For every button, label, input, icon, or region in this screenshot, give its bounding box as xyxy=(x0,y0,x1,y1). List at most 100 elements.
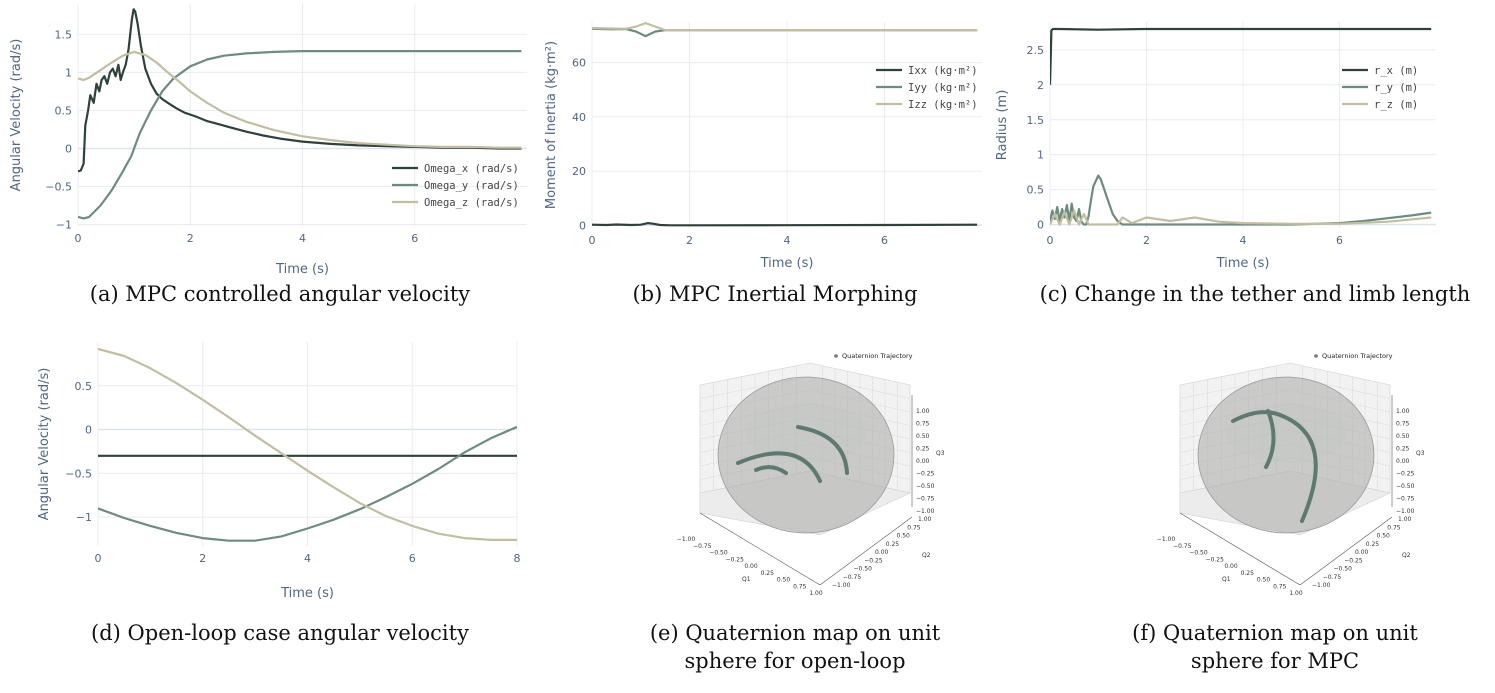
q1-tick-label: 0.00 xyxy=(744,563,758,570)
series-line-y xyxy=(1050,174,1432,226)
series-line-y xyxy=(78,49,522,220)
x-tick-label: 4 xyxy=(784,234,791,247)
y-axis-title: Angular Velocity (rad/s) xyxy=(9,39,24,192)
q3-tick-label: 0.50 xyxy=(1396,433,1410,440)
caption-c: (c) Change in the tether and limb length xyxy=(1039,282,1471,306)
quaternion-trajectory xyxy=(1231,410,1282,423)
panel-d: −1 −0.5 0 0.5 0 2 4 6 8 Time (s) Angular Velocity … xyxy=(0,320,540,610)
y-tick-label: 1.5 xyxy=(1027,114,1045,127)
y-tick-label: 0.5 xyxy=(1027,184,1045,197)
y-tick-label: 1 xyxy=(1037,149,1044,162)
q1-tick-label: −0.75 xyxy=(693,543,712,550)
panel-b: 0 20 40 60 0 2 4 6 Time (s) Moment of Inertia (kg… xyxy=(540,0,990,285)
q2-tick-label: 0.25 xyxy=(886,541,900,548)
q3-tick-label: 0.25 xyxy=(916,446,930,453)
x-tick-label: 6 xyxy=(411,232,418,245)
q1-axis-title: Q1 xyxy=(1222,576,1231,583)
legend-label: Quaternion Trajectory xyxy=(1322,352,1393,360)
x-tick-label: 6 xyxy=(409,552,416,565)
y-tick-label: 60 xyxy=(572,57,586,70)
q3-tick-label: −0.50 xyxy=(916,483,935,490)
q1-tick-label: −1.00 xyxy=(677,536,696,543)
q2-tick-label: −0.75 xyxy=(1323,574,1342,581)
x-tick-label: 2 xyxy=(199,552,206,565)
x-tick-label: 0 xyxy=(75,232,82,245)
q2-tick-label: −1.00 xyxy=(1312,582,1331,589)
q2-axis-title: Q2 xyxy=(1402,552,1411,559)
q2-tick-label: −0.25 xyxy=(1344,557,1363,564)
q2-tick-label: 1.00 xyxy=(918,516,932,523)
q1-tick-label: −0.75 xyxy=(1173,543,1192,550)
quaternion-trajectory xyxy=(754,465,788,475)
series-line-x xyxy=(1050,27,1432,85)
legend-label: Omega_y (rad/s) xyxy=(424,180,519,192)
q3-tick-label: 1.00 xyxy=(916,408,930,415)
chart-d-open-loop-angular-velocity: −1 −0.5 0 0.5 0 2 4 6 8 Time (s) Angular Velocity … xyxy=(37,342,521,601)
x-tick-label: 4 xyxy=(304,552,311,565)
q3-tick-label: −1.00 xyxy=(1396,508,1415,515)
x-tick-label: 2 xyxy=(187,232,194,245)
caption-b: (b) MPC Inertial Morphing xyxy=(632,282,918,306)
q3-axis-title: Q3 xyxy=(936,450,945,457)
quaternion-trajectory xyxy=(736,451,822,483)
x-tick-label: 6 xyxy=(1336,234,1343,247)
sphere-highlight xyxy=(1226,403,1346,463)
q1-tick-label: 0.50 xyxy=(1257,577,1271,584)
y-tick-label: 1.5 xyxy=(55,28,73,41)
q1-tick-label: 0.00 xyxy=(1224,563,1238,570)
x-tick-label: 2 xyxy=(686,234,693,247)
legend-label: r_z (m) xyxy=(1374,99,1418,111)
legend-label: r_x (m) xyxy=(1374,65,1418,77)
q3-tick-label: −1.00 xyxy=(916,508,935,515)
y-tick-label: −1 xyxy=(56,218,72,231)
q2-tick-label: −0.50 xyxy=(854,566,873,573)
legend-marker xyxy=(1314,354,1318,358)
y-tick-label: −0.5 xyxy=(65,467,92,480)
q1-tick-label: −0.25 xyxy=(726,556,745,563)
q1-tick-label: −0.50 xyxy=(709,550,728,557)
legend-marker xyxy=(834,354,838,358)
y-tick-label: 0.5 xyxy=(55,104,73,117)
y-tick-label: 1 xyxy=(65,66,72,79)
q1-tick-label: 0.75 xyxy=(1273,583,1287,590)
q3-tick-label: 1.00 xyxy=(1396,408,1410,415)
y-tick-label: 20 xyxy=(572,165,586,178)
y-tick-label: −0.5 xyxy=(45,180,72,193)
panel-c: 0 0.5 1 1.5 2 2.5 0 2 4 6 Time (s) Radius (m) r_x (m… xyxy=(990,0,1495,285)
legend-label: Omega_z (rad/s) xyxy=(424,197,519,209)
y-tick-label: 0.5 xyxy=(75,380,93,393)
sphere-highlight xyxy=(746,403,866,463)
panel-e: Quaternion Trajectory −1.00 −0.75 −0.50 −0.2… xyxy=(660,345,945,615)
q3-tick-label: 0.75 xyxy=(916,421,930,428)
panel-a: −1 −0.5 0 0.5 1 1.5 0 2 4 6 Time (s) Angular Veloci… xyxy=(0,0,540,285)
q1-tick-label: −1.00 xyxy=(1157,536,1176,543)
caption-a: (a) MPC controlled angular velocity xyxy=(89,282,471,306)
y-axis-title: Angular Velocity (rad/s) xyxy=(37,368,52,521)
unit-sphere xyxy=(717,376,895,534)
x-axis-title: Time (s) xyxy=(760,256,814,271)
chart-a-angular-velocity-mpc: −1 −0.5 0 0.5 1 1.5 0 2 4 6 Time (s) Angular Veloci… xyxy=(9,4,527,277)
x-tick-label: 4 xyxy=(1240,234,1247,247)
q1-tick-label: 0.25 xyxy=(1241,570,1255,577)
y-axis-title: Moment of Inertia (kg·m²) xyxy=(544,41,559,209)
q1-tick-label: 0.50 xyxy=(777,577,791,584)
x-tick-label: 0 xyxy=(1047,234,1054,247)
series-line-x xyxy=(78,8,522,173)
y-tick-label: 40 xyxy=(572,111,586,124)
y-tick-label: 0 xyxy=(85,424,92,437)
caption-f-line2: sphere for MPC xyxy=(1190,649,1360,673)
q1-tick-label: 1.00 xyxy=(809,590,823,597)
y-tick-label: −1 xyxy=(76,511,92,524)
q2-axis-title: Q2 xyxy=(922,552,931,559)
q3-tick-label: −0.25 xyxy=(1396,471,1415,478)
caption-e-line1: (e) Quaternion map on unit xyxy=(649,621,941,645)
q2-axis xyxy=(1299,516,1393,586)
x-axis-title: Time (s) xyxy=(1216,256,1270,271)
q1-tick-label: −0.50 xyxy=(1189,550,1208,557)
q2-tick-label: −0.75 xyxy=(843,574,862,581)
quaternion-plot-open-loop: Quaternion Trajectory−1.00−0.75−0.50−0.2… xyxy=(677,352,945,597)
q2-tick-label: 0.75 xyxy=(907,524,921,531)
caption-e-line2: sphere for open-loop xyxy=(684,649,906,673)
q3-tick-label: −0.25 xyxy=(916,471,935,478)
series-line-z xyxy=(592,22,978,32)
